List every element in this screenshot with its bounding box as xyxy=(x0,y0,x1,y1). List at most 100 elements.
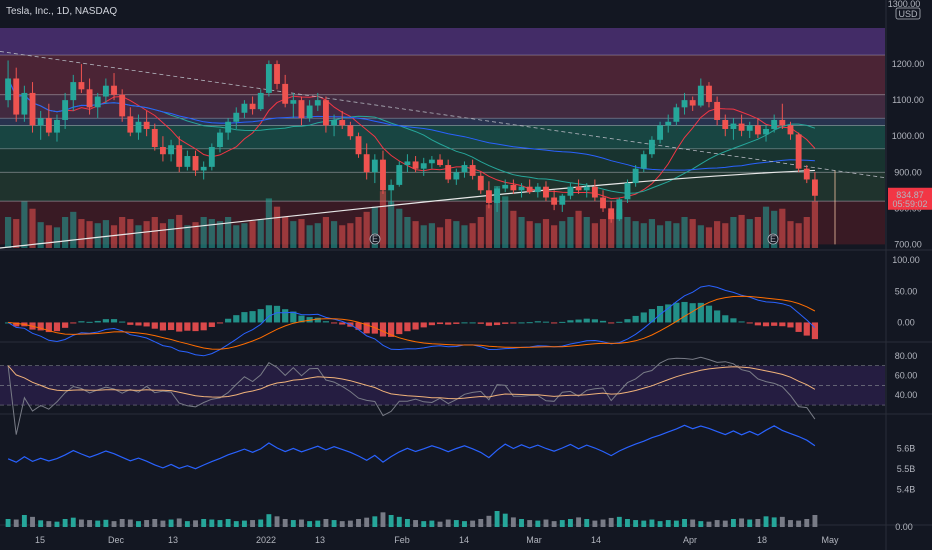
candle-body[interactable] xyxy=(282,83,289,104)
candle-body[interactable] xyxy=(697,85,704,106)
candle-body[interactable] xyxy=(754,125,761,135)
candle-body[interactable] xyxy=(477,175,484,191)
candle-body[interactable] xyxy=(746,125,753,131)
candle-body[interactable] xyxy=(510,184,517,191)
rsi-pane[interactable]: 80.00 60.00 40.00 xyxy=(0,351,917,435)
bottom-histogram-pane[interactable]: 0.00 xyxy=(5,511,913,532)
candle-body[interactable] xyxy=(738,123,745,131)
candle-body[interactable] xyxy=(665,121,672,126)
candle-body[interactable] xyxy=(559,195,566,205)
candle-body[interactable] xyxy=(795,134,802,169)
candle-body[interactable] xyxy=(428,159,435,164)
candle-body[interactable] xyxy=(290,100,297,104)
candle-body[interactable] xyxy=(159,147,166,155)
candle-body[interactable] xyxy=(494,188,501,203)
candle-body[interactable] xyxy=(314,100,321,106)
candle-body[interactable] xyxy=(208,147,215,167)
time-axis[interactable]: 15 Dec 13 2022 13 Feb 14 Mar 14 Apr 18 May xyxy=(35,535,839,545)
candle-body[interactable] xyxy=(445,165,452,180)
candle-body[interactable] xyxy=(86,89,93,108)
candle-body[interactable] xyxy=(763,128,769,135)
candle-body[interactable] xyxy=(437,159,443,166)
candle-body[interactable] xyxy=(461,165,468,173)
candle-body[interactable] xyxy=(388,184,395,191)
candle-body[interactable] xyxy=(518,186,525,191)
candle-body[interactable] xyxy=(347,125,354,137)
candle-body[interactable] xyxy=(526,186,533,193)
candle-body[interactable] xyxy=(135,121,142,133)
candle-body[interactable] xyxy=(591,186,598,198)
candle-body[interactable] xyxy=(811,179,818,196)
candle-body[interactable] xyxy=(184,156,191,167)
candle-body[interactable] xyxy=(13,78,20,115)
candle-body[interactable] xyxy=(534,186,541,193)
candle-body[interactable] xyxy=(648,139,655,155)
candle-body[interactable] xyxy=(37,118,44,126)
candle-body[interactable] xyxy=(200,166,207,171)
last-price-badge[interactable] xyxy=(888,187,932,210)
candle-body[interactable] xyxy=(543,186,549,198)
candle-body[interactable] xyxy=(151,128,158,148)
candle-body[interactable] xyxy=(257,92,264,110)
candle-body[interactable] xyxy=(681,100,688,108)
candle-body[interactable] xyxy=(217,132,223,148)
candle-body[interactable] xyxy=(779,119,786,126)
candle-body[interactable] xyxy=(249,103,256,110)
candle-body[interactable] xyxy=(241,103,248,113)
candle-body[interactable] xyxy=(673,107,680,122)
currency-badge[interactable] xyxy=(895,7,921,20)
candle-body[interactable] xyxy=(45,118,52,133)
candle-body[interactable] xyxy=(412,161,419,169)
candle-body[interactable] xyxy=(730,123,737,129)
candle-body[interactable] xyxy=(583,186,590,191)
candle-body[interactable] xyxy=(771,119,778,129)
candle-body[interactable] xyxy=(331,119,338,126)
candle-body[interactable] xyxy=(502,184,509,189)
candle-body[interactable] xyxy=(176,145,183,167)
candle-body[interactable] xyxy=(119,94,126,117)
candle-body[interactable] xyxy=(787,125,794,135)
candle-body[interactable] xyxy=(306,105,313,119)
candle-body[interactable] xyxy=(380,159,386,191)
candle-body[interactable] xyxy=(722,119,729,129)
earnings-marker[interactable] xyxy=(369,233,381,245)
candle-body[interactable] xyxy=(5,78,12,101)
candle-body[interactable] xyxy=(600,197,606,209)
candle-body[interactable] xyxy=(575,186,582,191)
macd-pane[interactable]: 100.00 50.00 0.00 xyxy=(4,255,920,357)
candle-body[interactable] xyxy=(485,190,492,203)
candle-body[interactable] xyxy=(363,154,370,173)
candle-body[interactable] xyxy=(143,121,150,129)
candle-body[interactable] xyxy=(396,165,403,185)
candle-body[interactable] xyxy=(94,96,101,108)
candle-body[interactable] xyxy=(225,121,232,133)
candle-body[interactable] xyxy=(640,154,647,169)
candle-body[interactable] xyxy=(70,82,77,101)
candle-body[interactable] xyxy=(567,186,574,196)
candle-body[interactable] xyxy=(168,145,175,155)
candle-body[interactable] xyxy=(192,156,199,171)
candle-body[interactable] xyxy=(78,82,85,90)
candle-body[interactable] xyxy=(29,92,36,126)
candle-body[interactable] xyxy=(706,85,712,102)
candle-body[interactable] xyxy=(616,199,623,220)
candle-body[interactable] xyxy=(54,119,60,133)
candle-body[interactable] xyxy=(265,64,272,93)
candle-body[interactable] xyxy=(274,64,280,84)
price-axis[interactable]: 1200.001100.001000.00900.00800.00700.008… xyxy=(888,59,932,249)
candle-body[interactable] xyxy=(714,101,721,120)
obv-pane[interactable]: 5.6B 5.5B 5.4B xyxy=(7,424,915,494)
candle-body[interactable] xyxy=(420,163,427,169)
candle-body[interactable] xyxy=(404,161,411,166)
candle-body[interactable] xyxy=(322,100,329,126)
candle-body[interactable] xyxy=(371,159,378,173)
candle-body[interactable] xyxy=(127,116,134,133)
candle-body[interactable] xyxy=(689,100,696,106)
candle-body[interactable] xyxy=(111,85,117,95)
candle-body[interactable] xyxy=(551,197,558,205)
candle-body[interactable] xyxy=(803,168,810,180)
candle-body[interactable] xyxy=(298,100,305,119)
candle-body[interactable] xyxy=(339,119,346,126)
candle-body[interactable] xyxy=(62,100,69,120)
